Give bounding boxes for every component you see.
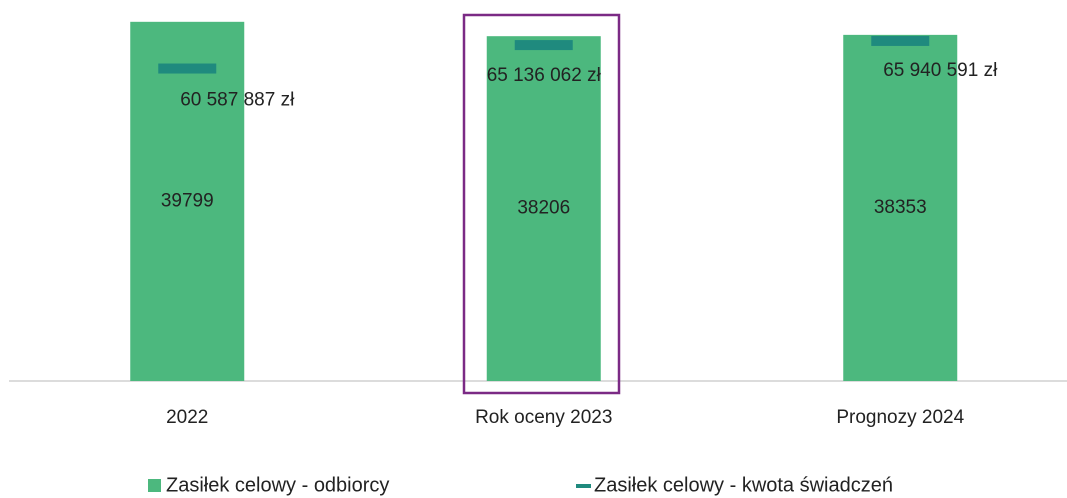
marker <box>871 35 930 46</box>
bar <box>486 36 601 381</box>
marker-label: 60 587 887 zł <box>180 90 295 111</box>
x-tick-label: Prognozy 2024 <box>836 407 964 428</box>
legend-label: Zasiłek celowy - odbiorcy <box>166 474 389 496</box>
bar <box>843 34 958 382</box>
legend-swatch <box>576 484 591 488</box>
legend-swatch <box>148 479 161 492</box>
x-tick-label: Rok oceny 2023 <box>475 407 612 428</box>
bar-label: 39799 <box>161 190 214 211</box>
bar-label: 38353 <box>874 197 927 218</box>
marker-label: 65 940 591 zł <box>883 60 998 81</box>
legend-label: Zasiłek celowy - kwota świadczeń <box>594 474 893 496</box>
marker <box>158 63 217 74</box>
bar <box>130 21 245 381</box>
bar-label: 38206 <box>517 198 570 219</box>
marker-label: 65 136 062 zł <box>487 65 602 86</box>
highlight-box <box>462 13 621 395</box>
x-tick-label: 2022 <box>166 407 208 428</box>
marker <box>514 40 573 51</box>
